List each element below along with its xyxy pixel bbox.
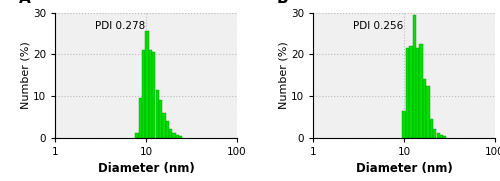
Text: A: A xyxy=(18,0,30,6)
Bar xyxy=(420,44,422,138)
Y-axis label: Number (%): Number (%) xyxy=(278,41,288,109)
Bar xyxy=(410,46,412,138)
Text: PDI 0.278: PDI 0.278 xyxy=(95,21,145,31)
Bar xyxy=(136,133,138,138)
Bar xyxy=(152,52,156,138)
Bar xyxy=(169,129,172,138)
Bar xyxy=(402,110,406,138)
Bar xyxy=(156,90,158,138)
Text: B: B xyxy=(277,0,288,6)
Bar xyxy=(176,135,179,138)
Bar xyxy=(159,100,162,138)
X-axis label: Diameter (nm): Diameter (nm) xyxy=(98,162,194,175)
Bar xyxy=(406,48,409,138)
Bar xyxy=(146,31,148,138)
Bar xyxy=(162,113,166,138)
Bar xyxy=(423,79,426,138)
X-axis label: Diameter (nm): Diameter (nm) xyxy=(356,162,452,175)
Bar xyxy=(436,133,440,138)
Text: PDI 0.256: PDI 0.256 xyxy=(353,21,404,31)
Bar xyxy=(440,135,443,138)
Bar xyxy=(179,136,182,138)
Bar xyxy=(430,119,433,138)
Bar xyxy=(433,129,436,138)
Bar xyxy=(148,50,152,138)
Bar xyxy=(172,133,176,138)
Bar xyxy=(166,121,169,138)
Bar xyxy=(426,86,430,138)
Bar xyxy=(443,136,446,138)
Y-axis label: Number (%): Number (%) xyxy=(20,41,30,109)
Bar xyxy=(413,15,416,138)
Bar xyxy=(139,98,142,138)
Bar xyxy=(416,48,419,138)
Bar xyxy=(142,50,146,138)
